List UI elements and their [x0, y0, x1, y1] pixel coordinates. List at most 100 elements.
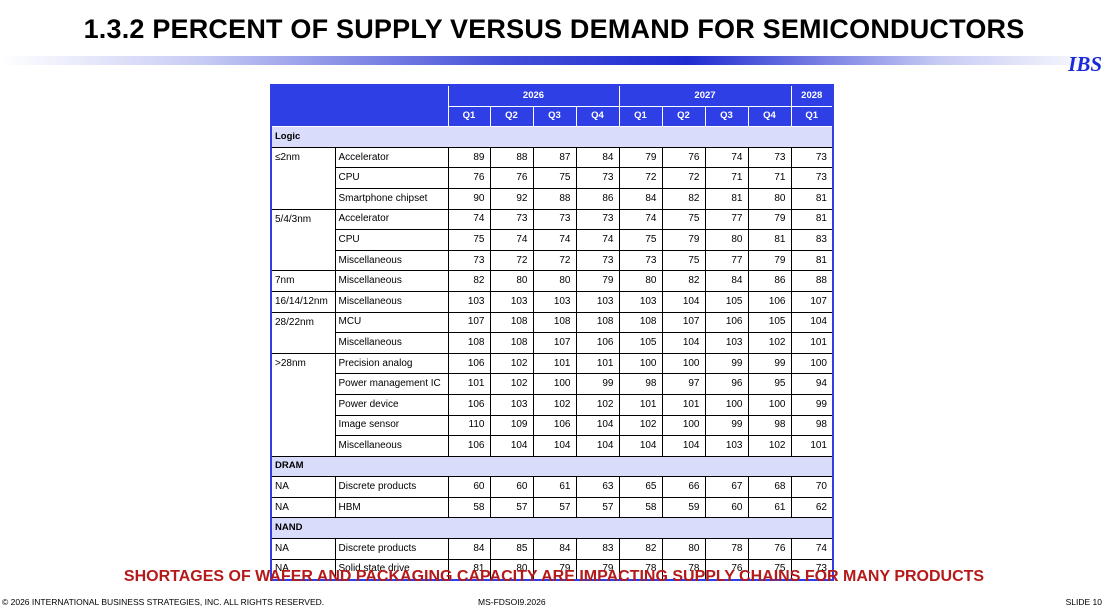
value-cell: 73	[790, 558, 834, 581]
table-row: 7nm Miscellaneous 82 80 80 79 80 82 84 86 88	[270, 270, 834, 292]
section-row: DRAM	[270, 455, 834, 478]
table-row: 28/22nm MCU 107 108 108 108 108 107 106 105 104	[270, 311, 834, 334]
value-cell: 102	[747, 332, 792, 354]
value-cell: 80	[532, 270, 577, 292]
value-cell: 57	[575, 496, 620, 519]
table-row: Power management IC 101 102 100 99 98 97 96 95 94	[270, 373, 834, 395]
product-cell: Precision analog	[334, 352, 449, 375]
value-cell: 67	[704, 476, 749, 498]
value-cell: 100	[704, 393, 749, 416]
value-cell: 105	[704, 290, 749, 313]
value-cell: 99	[747, 352, 792, 375]
product-cell: Miscellaneous	[334, 249, 449, 272]
value-cell: 75	[532, 167, 577, 189]
value-cell: 82	[661, 270, 706, 292]
value-cell: 82	[661, 187, 706, 210]
value-cell: 68	[747, 476, 792, 498]
product-cell: Accelerator	[334, 208, 449, 231]
node-cell	[270, 250, 336, 272]
header-corner	[270, 84, 449, 128]
table-row: Image sensor 110 109 106 104 102 100 99 98 98	[270, 414, 834, 437]
value-cell: 88	[532, 187, 577, 210]
value-cell: 100	[532, 373, 577, 395]
value-cell: 90	[447, 187, 491, 210]
value-cell: 88	[790, 270, 834, 292]
value-cell: 101	[618, 393, 663, 416]
value-cell: 74	[489, 229, 534, 251]
value-cell: 86	[575, 187, 620, 210]
product-cell: Miscellaneous	[334, 435, 449, 457]
quarter-header: Q2	[661, 105, 706, 128]
table-row: NA Solid state drive 81 80 79 79 78 78 76 75 73	[270, 558, 834, 581]
value-cell: 72	[532, 249, 577, 272]
section-label: Logic	[270, 126, 834, 148]
table-body: Logic ≤2nm Accelerator 89 88 87 84 79 76 74 73 73 CP…	[270, 126, 834, 581]
value-cell: 75	[447, 229, 491, 251]
value-cell: 72	[661, 167, 706, 189]
brand-logo: IBS	[1068, 52, 1102, 76]
supply-demand-table-container: 2026 2027 2028 Q1 Q2 Q3 Q4 Q1 Q2 Q3 Q4 Q1 Logic ≤2n…	[270, 84, 834, 582]
value-cell: 107	[661, 311, 706, 334]
value-cell: 73	[489, 208, 534, 231]
value-cell: 81	[790, 187, 834, 210]
value-cell: 105	[618, 332, 663, 354]
node-cell	[270, 415, 336, 436]
node-cell	[270, 435, 336, 457]
value-cell: 104	[661, 290, 706, 313]
value-cell: 81	[790, 208, 834, 231]
value-cell: 104	[661, 435, 706, 457]
value-cell: 84	[532, 538, 577, 560]
value-cell: 97	[661, 373, 706, 395]
value-cell: 80	[489, 270, 534, 292]
quarter-header: Q1	[447, 105, 491, 128]
value-cell: 79	[618, 146, 663, 169]
table-row: 5/4/3nm Accelerator 74 73 73 73 74 75 77 79 81	[270, 208, 834, 231]
value-cell: 103	[489, 393, 534, 416]
section-label: NAND	[270, 517, 834, 540]
table-row: Miscellaneous 108 108 107 106 105 104 103 102 101	[270, 332, 834, 354]
quarter-header: Q1	[790, 105, 834, 128]
table-row: Smartphone chipset 90 92 88 86 84 82 81 80 81	[270, 187, 834, 210]
value-cell: 58	[447, 496, 491, 519]
value-cell: 75	[661, 249, 706, 272]
product-cell: Accelerator	[334, 146, 449, 169]
value-cell: 108	[575, 311, 620, 334]
value-cell: 104	[790, 311, 834, 334]
value-cell: 104	[489, 435, 534, 457]
value-cell: 79	[747, 249, 792, 272]
value-cell: 76	[661, 146, 706, 169]
value-cell: 84	[618, 187, 663, 210]
table-row: >28nm Precision analog 106 102 101 101 100 100 9…	[270, 352, 834, 375]
value-cell: 74	[532, 229, 577, 251]
value-cell: 63	[575, 476, 620, 498]
value-cell: 103	[704, 435, 749, 457]
quarter-header: Q3	[704, 105, 749, 128]
value-cell: 94	[790, 373, 834, 395]
value-cell: 101	[790, 332, 834, 354]
value-cell: 101	[447, 373, 491, 395]
value-cell: 76	[447, 167, 491, 189]
value-cell: 98	[618, 373, 663, 395]
footer-copyright: © 2026 INTERNATIONAL BUSINESS STRATEGIES…	[2, 597, 325, 607]
value-cell: 107	[532, 332, 577, 354]
value-cell: 74	[704, 146, 749, 169]
value-cell: 102	[747, 435, 792, 457]
value-cell: 86	[747, 270, 792, 292]
value-cell: 101	[790, 435, 834, 457]
node-cell	[270, 394, 336, 415]
table-row: CPU 75 74 74 74 75 79 80 81 83	[270, 229, 834, 251]
value-cell: 76	[489, 167, 534, 189]
supply-demand-table: 2026 2027 2028 Q1 Q2 Q3 Q4 Q1 Q2 Q3 Q4 Q1 Logic ≤2n…	[270, 84, 834, 582]
value-cell: 101	[532, 352, 577, 375]
value-cell: 60	[704, 496, 749, 519]
value-cell: 84	[704, 270, 749, 292]
value-cell: 57	[489, 496, 534, 519]
value-cell: 96	[704, 373, 749, 395]
value-cell: 106	[532, 414, 577, 437]
value-cell: 106	[704, 311, 749, 334]
value-cell: 98	[790, 414, 834, 437]
title-gradient-rule	[0, 56, 1108, 65]
value-cell: 83	[790, 229, 834, 251]
value-cell: 106	[447, 435, 491, 457]
product-cell: Miscellaneous	[334, 332, 449, 354]
